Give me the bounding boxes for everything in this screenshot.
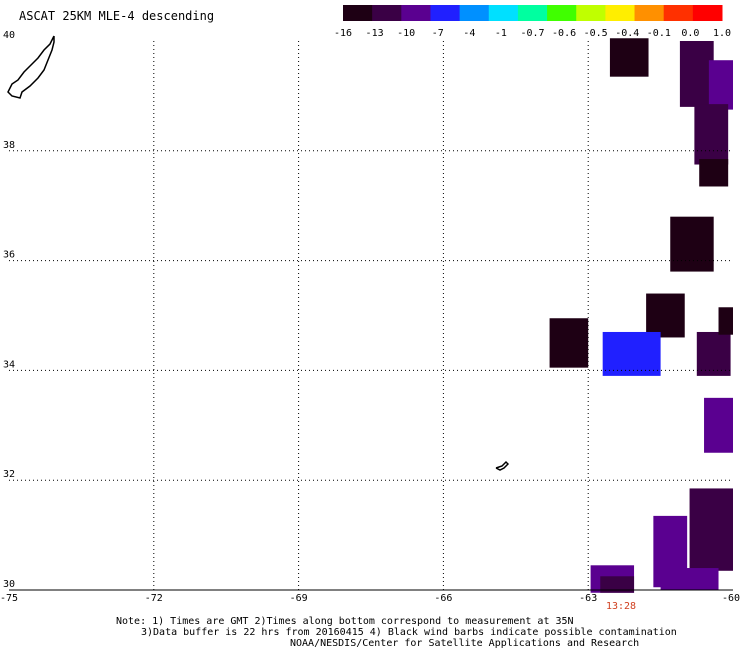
latitude-tick-label: 40 <box>3 30 15 41</box>
colorbar-segment <box>343 5 373 21</box>
colorbar-tick-label: 1.0 <box>713 28 731 39</box>
data-cells <box>549 38 733 593</box>
measurement-cell <box>696 331 731 376</box>
measurement-cell <box>704 397 733 453</box>
colorbar-segment <box>605 5 636 21</box>
measurement-cell <box>646 293 685 338</box>
colorbar-segment <box>517 5 548 21</box>
colorbar-segment <box>663 5 694 21</box>
measurement-cell <box>689 488 733 571</box>
measurement-cell <box>549 318 589 368</box>
colorbar-segment <box>547 5 577 21</box>
island-shape <box>495 460 510 471</box>
colorbar-segment <box>692 5 723 21</box>
longitude-tick-label: -69 <box>290 593 308 604</box>
colorbar-segment <box>576 5 606 21</box>
latitude-tick-label: 38 <box>3 140 15 151</box>
footer-credit: NOAA/NESDIS/Center for Satellite Applica… <box>290 638 640 649</box>
colorbar-tick-label: -4 <box>463 28 475 39</box>
longitude-tick-label: -63 <box>579 593 597 604</box>
colorbar-segment <box>634 5 665 21</box>
map-title: ASCAT 25KM MLE-4 descending <box>19 9 215 23</box>
latitude-tick-label: 34 <box>3 359 15 370</box>
measurement-cell <box>718 307 733 335</box>
colorbar-tick-label: 0.0 <box>681 28 699 39</box>
longitude-tick-label: -60 <box>722 593 740 604</box>
lat-lon-grid <box>9 41 733 591</box>
colorbar-tick-label: -13 <box>366 28 384 39</box>
colorbar-tick-label: -10 <box>397 28 415 39</box>
coastline <box>7 35 510 471</box>
pass-time-label: 13:28 <box>606 601 636 612</box>
colorbar-segment <box>459 5 490 21</box>
colorbar-tick-label: -7 <box>432 28 444 39</box>
colorbar-segment <box>372 5 402 21</box>
colorbar-tick-label: -0.4 <box>615 28 639 39</box>
colorbar-tick-label: -16 <box>334 28 352 39</box>
colorbar-tick-label: -0.1 <box>647 28 671 39</box>
measurement-cell <box>600 576 635 593</box>
measurement-cell <box>670 216 714 272</box>
colorbar-tick-label: -1 <box>495 28 507 39</box>
measurement-cell <box>660 568 719 590</box>
colorbar-tick-label: -0.7 <box>520 28 544 39</box>
latitude-tick-label: 32 <box>3 469 15 480</box>
measurement-cell <box>699 159 729 187</box>
colorbar-tick-label: -0.6 <box>552 28 576 39</box>
measurement-cell <box>708 60 733 110</box>
colorbar-segment <box>488 5 519 21</box>
measurement-cell <box>609 38 649 77</box>
colorbar-segment <box>401 5 431 21</box>
coastline-north-shape <box>7 35 55 99</box>
colorbar-segment <box>430 5 461 21</box>
longitude-tick-label: -72 <box>145 593 163 604</box>
measurement-cell <box>602 331 661 376</box>
colorbar-tick-label: -0.5 <box>584 28 608 39</box>
longitude-tick-label: -75 <box>0 593 18 604</box>
footer-note-1: Note: 1) Times are GMT 2)Times along bot… <box>116 616 574 627</box>
colorbar: -16 -13 -10 -7 -4 -1 -0.7 -0.6 -0.5 -0.4 -0.1 0.0 1.… <box>334 5 731 39</box>
latitude-tick-label: 36 <box>3 250 15 261</box>
latitude-tick-label: 30 <box>3 579 15 590</box>
measurement-cell <box>679 41 714 107</box>
measurement-cell <box>694 104 729 165</box>
axis-labels: -75 -72 -69 -66 -63 -60 40 38 36 34 32 30 13:28 <box>0 30 740 612</box>
longitude-tick-label: -66 <box>434 593 452 604</box>
footer-note-2: 3)Data buffer is 22 hrs from 20160415 4)… <box>141 627 677 638</box>
